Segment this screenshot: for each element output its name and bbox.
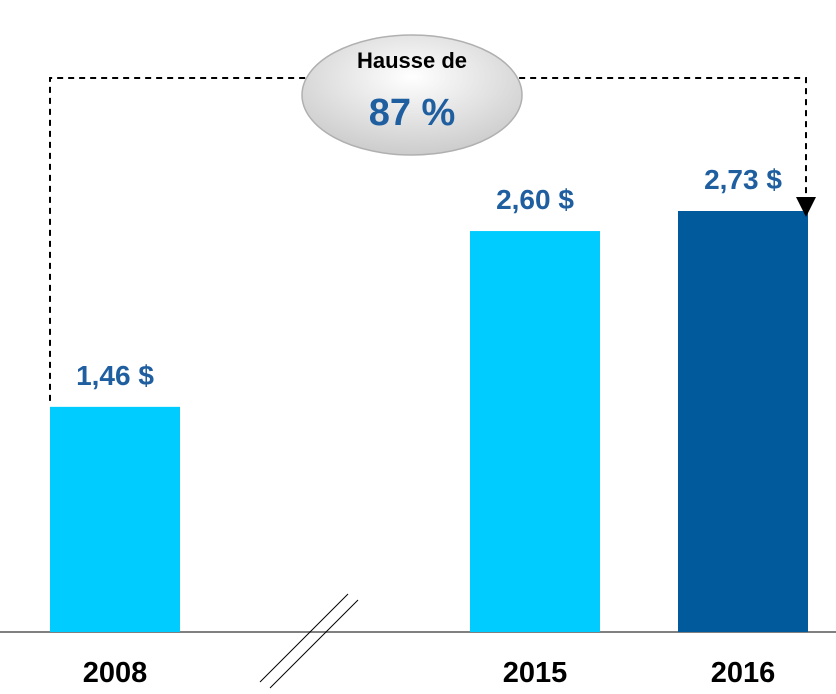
x-tick-label: 2016 [711,657,776,689]
value-label: 2,73 $ [704,164,782,195]
x-tick-label: 2008 [83,657,148,689]
axis-break [259,593,349,683]
callout-line2: 87 % [369,92,456,134]
value-label: 2,60 $ [496,184,574,215]
bar [470,231,600,633]
bar [678,211,808,632]
callout-line1: Hausse de [357,48,467,73]
axis-break [269,599,359,689]
bar [50,406,180,632]
callout-bubble [301,34,523,156]
value-label: 1,46 $ [76,360,154,391]
x-tick-label: 2015 [503,657,568,689]
